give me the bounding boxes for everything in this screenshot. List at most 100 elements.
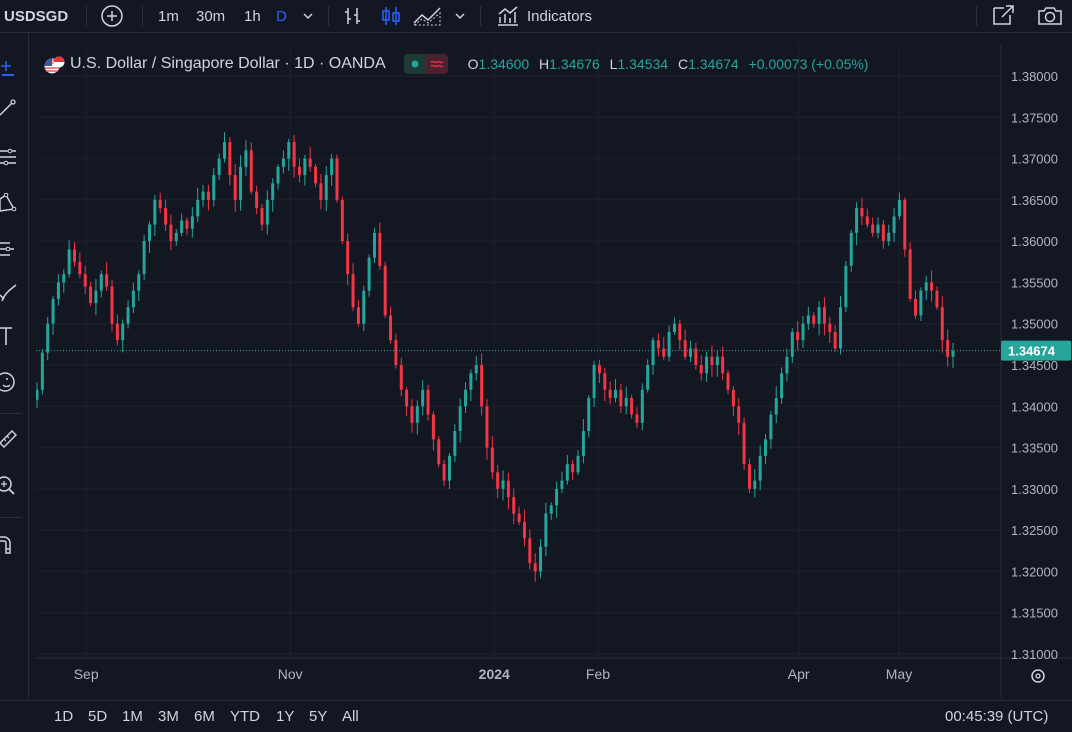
ruler-icon <box>0 430 17 448</box>
symbol-search-button[interactable]: USDSGD <box>4 7 69 25</box>
chevron-down-icon <box>303 13 313 20</box>
market-status-pill[interactable] <box>403 54 448 74</box>
candle-body <box>474 365 478 374</box>
range-3m-button[interactable]: 3M <box>158 708 179 725</box>
candle-body <box>865 216 869 225</box>
candle-body <box>212 175 216 200</box>
pattern-icon <box>0 192 17 212</box>
chart-style-dropdown-button[interactable] <box>452 0 468 32</box>
range-all-button[interactable]: All <box>342 708 359 725</box>
candle-body <box>769 414 773 440</box>
candle-body <box>346 241 350 275</box>
candle-body <box>485 406 489 448</box>
candle-body <box>646 365 650 390</box>
bars-style-button[interactable] <box>342 0 364 32</box>
candle-body <box>506 480 510 498</box>
candle-body <box>785 356 789 374</box>
toolbar-divider <box>328 6 329 26</box>
measure-tool-button[interactable] <box>0 427 22 449</box>
chart-pane[interactable]: 1.38000 1.37500 1.37000 1.36500 1.36000 1.355… <box>36 44 1072 698</box>
interval-dropdown-button[interactable] <box>300 0 316 32</box>
candle-body <box>131 290 135 308</box>
area-style-button[interactable] <box>412 0 442 32</box>
candle-body <box>544 513 548 547</box>
candle-body <box>174 232 178 242</box>
candle-body <box>36 389 39 400</box>
symbol-title[interactable]: U.S. Dollar / Singapore Dollar · 1D · OA… <box>70 55 386 72</box>
candle-body <box>201 191 205 200</box>
interval-1h-button[interactable]: 1h <box>244 7 261 25</box>
time-tick-label: Sep <box>74 666 99 682</box>
candle-body <box>324 175 328 200</box>
candle-body <box>940 307 944 341</box>
fib-lines-icon <box>0 148 16 166</box>
high-value: 1.34676 <box>549 56 600 72</box>
low-value: 1.34534 <box>617 56 669 72</box>
last-price-tag: 1.34674 <box>1008 344 1056 359</box>
interval-1m-button[interactable]: 1m <box>158 7 179 25</box>
candle-body <box>876 224 880 233</box>
candle-body <box>405 389 409 407</box>
candle-body <box>764 439 768 456</box>
range-5y-button[interactable]: 5Y <box>309 708 328 725</box>
time-tick-label: 2024 <box>479 666 510 682</box>
candle-body <box>469 373 473 390</box>
candle-body <box>597 365 601 374</box>
candle-body <box>169 224 173 242</box>
crosshair-icon <box>1 61 14 76</box>
candle-body <box>458 406 462 432</box>
candle-body <box>196 199 200 217</box>
candle-body <box>378 232 382 266</box>
pattern-tool-button[interactable] <box>0 192 22 215</box>
utc-clock[interactable]: 00:45:39 (UTC) <box>945 708 1049 725</box>
tool-divider <box>0 413 22 414</box>
zoom-tool-button[interactable] <box>0 475 22 497</box>
interval-d-button[interactable]: D <box>276 7 287 25</box>
range-1y-button[interactable]: 1Y <box>276 708 295 725</box>
price-tick-label: 1.33500 <box>1011 441 1058 456</box>
indicators-label: Indicators <box>527 7 593 25</box>
toolbar-divider <box>976 6 977 26</box>
candle-body <box>699 365 703 374</box>
candles-style-button[interactable] <box>380 0 402 32</box>
brush-tool-button[interactable] <box>0 281 22 303</box>
candle-body <box>340 199 344 242</box>
candle-body <box>592 365 596 399</box>
indicators-button[interactable]: Indicators <box>496 0 592 32</box>
ohlc-values: O1.34600 H1.34676 L1.34534 C1.34674 +0.0… <box>468 56 875 72</box>
candle-body <box>672 323 676 332</box>
candle-body <box>608 389 612 399</box>
market-open-indicator <box>403 54 426 74</box>
magnet-tool-button[interactable] <box>0 533 22 555</box>
candle-body <box>849 232 853 266</box>
chart-settings-gear-icon[interactable] <box>1031 669 1045 683</box>
candle-body <box>855 208 859 233</box>
candle-body <box>421 389 425 407</box>
candle-body <box>222 142 226 159</box>
candle-body <box>833 331 837 349</box>
range-ytd-button[interactable]: YTD <box>230 708 260 725</box>
candle-body <box>431 414 435 440</box>
prediction-tool-button[interactable] <box>0 239 22 261</box>
range-5d-button[interactable]: 5D <box>88 708 108 725</box>
fullscreen-button[interactable] <box>990 0 1016 32</box>
chevron-down-icon <box>455 13 465 20</box>
area-chart-icon <box>412 7 441 26</box>
candle-body <box>496 472 500 489</box>
range-1m-button[interactable]: 1M <box>122 708 143 725</box>
candle-body <box>265 199 269 225</box>
cursor-tool-button[interactable] <box>0 57 22 79</box>
text-tool-button[interactable] <box>0 325 22 347</box>
candle-body <box>555 488 559 506</box>
compare-symbol-button[interactable] <box>100 0 124 32</box>
fib-tool-button[interactable] <box>0 147 22 169</box>
range-1d-button[interactable]: 1D <box>54 708 74 725</box>
candle-body <box>308 158 312 167</box>
interval-30m-button[interactable]: 30m <box>196 7 226 25</box>
emoji-tool-button[interactable] <box>0 371 22 393</box>
range-6m-button[interactable]: 6M <box>194 708 215 725</box>
snapshot-button[interactable] <box>1036 0 1064 32</box>
candle-body <box>517 513 521 522</box>
price-chart[interactable]: 1.38000 1.37500 1.37000 1.36500 1.36000 1.355… <box>36 44 1072 698</box>
trend-line-tool-button[interactable] <box>0 97 22 119</box>
